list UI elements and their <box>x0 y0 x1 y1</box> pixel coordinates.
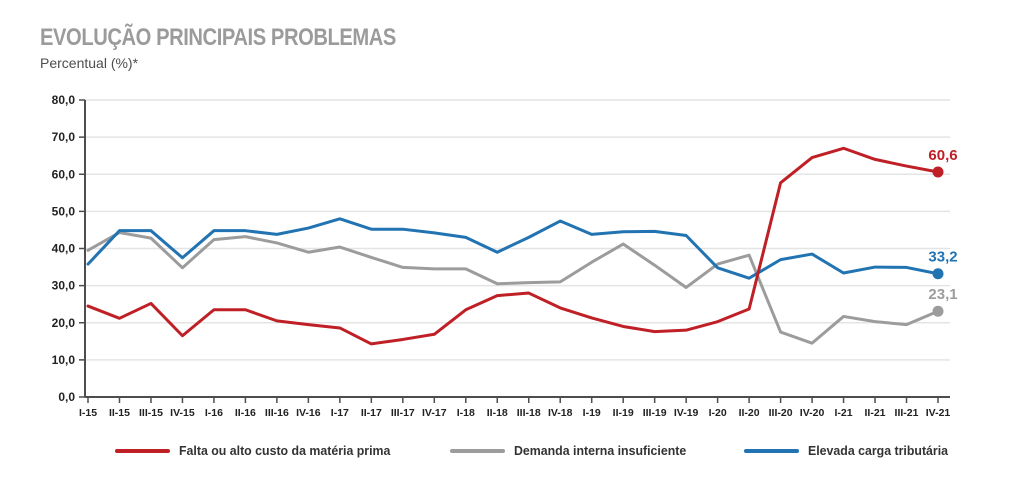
x-tick-label: II-16 <box>235 407 256 419</box>
legend-item-carga-tributaria: Elevada carga tributária <box>743 443 955 458</box>
end-marker-1 <box>932 305 944 317</box>
legend-item-materia-prima: Falta ou alto custo da matéria prima <box>115 443 402 458</box>
x-tick-label: IV-15 <box>170 407 195 419</box>
chart-subtitle: Percentual (%)* <box>40 55 139 71</box>
x-tick-label: I-21 <box>835 407 853 419</box>
end-value-label-1: 23,1 <box>928 286 957 303</box>
x-tick-label: I-19 <box>583 407 601 419</box>
x-tick-label: III-21 <box>895 407 919 419</box>
x-tick-label: IV-20 <box>800 407 825 419</box>
x-tick-label: III-18 <box>517 407 541 419</box>
x-tick-label: IV-17 <box>422 407 447 419</box>
series-line-1 <box>86 231 940 345</box>
y-tick-label: 40,0 <box>52 242 76 256</box>
y-tick-label: 10,0 <box>52 353 76 367</box>
x-tick-label: IV-18 <box>548 407 573 419</box>
x-tick-label: I-16 <box>205 407 223 419</box>
end-marker-0 <box>932 166 944 178</box>
x-tick-label: II-19 <box>613 407 634 419</box>
x-tick-label: III-17 <box>391 407 415 419</box>
x-tick-label: III-20 <box>769 407 793 419</box>
series-line-0 <box>86 146 940 346</box>
x-tick-label: III-19 <box>643 407 667 419</box>
end-marker-2 <box>932 268 944 280</box>
y-tick-label: 70,0 <box>52 130 76 144</box>
x-tick-label: I-17 <box>331 407 349 419</box>
x-tick-label: II-18 <box>487 407 508 419</box>
x-tick-label: IV-19 <box>674 407 699 419</box>
y-tick-label: 80,0 <box>52 93 76 107</box>
x-tick-label: III-15 <box>139 407 163 419</box>
legend-swatch-red-line <box>115 448 170 453</box>
x-tick-label: II-20 <box>739 407 760 419</box>
x-tick-label: II-21 <box>865 407 886 419</box>
legend-label: Demanda interna insuficiente <box>513 443 687 458</box>
x-tick-label: IV-21 <box>926 407 951 419</box>
legend-swatch-gray-line <box>449 448 505 453</box>
y-tick-label: 30,0 <box>52 279 76 293</box>
page-title: EVOLUÇÃO PRINCIPAIS PROBLEMAS <box>40 24 396 51</box>
legend-label: Falta ou alto custo da matéria prima <box>179 443 391 458</box>
series-line-2 <box>86 217 940 280</box>
y-tick-label: 20,0 <box>52 316 76 330</box>
x-tick-label: III-16 <box>265 407 289 419</box>
x-tick-label: IV-16 <box>296 407 321 419</box>
x-tick-label: I-20 <box>709 407 727 419</box>
y-tick-label: 60,0 <box>52 167 76 181</box>
legend-swatch-blue-line <box>743 448 799 453</box>
x-tick-label: II-15 <box>109 407 130 419</box>
end-value-label-2: 33,2 <box>928 249 957 266</box>
legend-item-demanda-interna: Demanda interna insuficiente <box>449 443 695 458</box>
x-tick-label: I-18 <box>457 407 475 419</box>
end-value-label-0: 60,6 <box>928 147 957 164</box>
legend-label: Elevada carga tributária <box>807 443 948 458</box>
x-tick-label: I-15 <box>79 407 97 419</box>
x-tick-label: II-17 <box>361 407 382 419</box>
chart-legend: Falta ou alto custo da matéria prima Dem… <box>115 443 955 458</box>
y-tick-label: 50,0 <box>52 204 76 218</box>
y-tick-label: 0,0 <box>58 390 75 404</box>
